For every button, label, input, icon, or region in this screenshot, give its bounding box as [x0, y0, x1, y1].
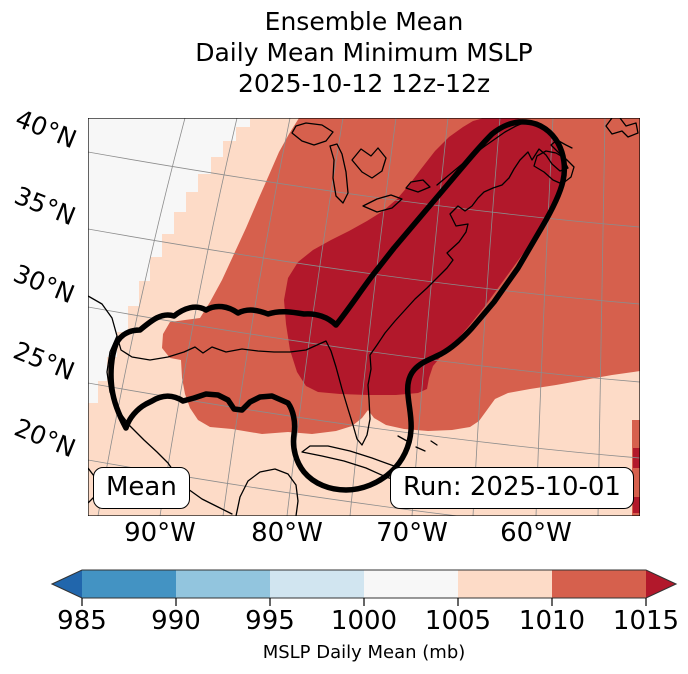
colorbar-label: MSLP Daily Mean (mb): [262, 642, 466, 663]
parallel-30n: [88, 306, 640, 383]
meridian-95w: [97, 118, 186, 516]
parallel-40n: [88, 151, 640, 228]
colorbar: [50, 569, 678, 606]
meridian-75w: [349, 118, 397, 516]
title-line-2: Daily Mean Minimum MSLP: [195, 38, 533, 67]
mean-annotation-label: Mean: [106, 472, 177, 502]
lat-tick-35n: 35°N: [10, 180, 80, 232]
colorbar-over-arrow: [646, 570, 676, 598]
cb-tick-1010: 1010: [518, 606, 586, 636]
colorbar-under-arrow: [52, 570, 82, 598]
coast-gulf-atlantic: [88, 139, 573, 446]
colorbar-seg-995-1000: [270, 570, 364, 598]
meridian-70w: [411, 118, 449, 516]
colorbar-segments: [52, 570, 676, 598]
run-annotation-label: Run: 2025-10-01: [403, 472, 621, 502]
coast-newfoundland: [605, 118, 639, 138]
figure-title: Ensemble Mean Daily Mean Minimum MSLP 20…: [88, 6, 640, 99]
lake-ontario: [405, 179, 431, 193]
meridian-60w: [535, 118, 554, 516]
lon-tick-60w: 60°W: [500, 518, 572, 548]
meridian-90w: [159, 118, 238, 516]
cb-tick-1015: 1015: [612, 606, 680, 636]
coast-st-lawrence: [436, 120, 529, 186]
lake-huron: [351, 147, 387, 179]
lon-tick-80w: 80°W: [251, 518, 323, 548]
lat-tick-40n: 40°N: [11, 103, 81, 155]
lon-tick-90w: 90°W: [124, 518, 196, 548]
graticule: [88, 118, 640, 516]
coastlines: [88, 118, 639, 516]
title-line-3: 2025-10-12 12z-12z: [237, 69, 491, 98]
parallel-35n: [88, 228, 640, 305]
lat-tick-30n: 30°N: [9, 258, 79, 310]
lake-superior: [291, 122, 334, 146]
mslp-map: [88, 118, 640, 516]
mean-annotation-box: Mean: [93, 467, 190, 509]
lat-tick-25n: 25°N: [9, 335, 79, 387]
colorbar-seg-1000-1005: [364, 570, 458, 598]
colorbar-tickmarks: [81, 598, 647, 606]
colorbar-seg-990-995: [176, 570, 270, 598]
coast-mexico: [106, 335, 233, 515]
title-line-1: Ensemble Mean: [264, 7, 464, 36]
fill-over-1015-east-fleck-2: [633, 497, 640, 513]
cb-tick-1005: 1005: [424, 606, 492, 636]
lat-tick-20n: 20°N: [10, 412, 80, 464]
colorbar-seg-1005-1010: [458, 570, 552, 598]
ensemble-envelope-contour: [108, 119, 568, 493]
coast-yucatan: [235, 468, 299, 516]
coast-bahamas: [397, 435, 438, 452]
cb-tick-990: 990: [151, 606, 201, 636]
colorbar-seg-985-990: [82, 570, 176, 598]
run-annotation-box: Run: 2025-10-01: [390, 467, 634, 509]
cb-tick-995: 995: [245, 606, 295, 636]
meridian-85w: [222, 118, 291, 516]
coast-nova-scotia: [533, 150, 575, 185]
cb-tick-985: 985: [57, 606, 107, 636]
colorbar-seg-1010-1015: [552, 570, 646, 598]
cb-tick-1000: 1000: [330, 606, 398, 636]
lake-michigan: [329, 143, 349, 204]
fill-1000-1005: [88, 118, 250, 403]
meridian-55w: [597, 118, 606, 516]
lon-tick-70w: 70°W: [376, 518, 448, 548]
lake-erie: [362, 194, 403, 213]
